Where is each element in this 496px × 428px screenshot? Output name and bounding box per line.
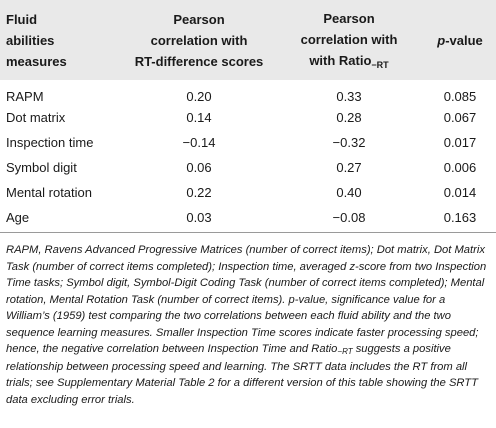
rt-diff-cell: 0.14 bbox=[186, 110, 212, 125]
header-line: Pearson bbox=[323, 10, 375, 26]
p-value-cell: 0.017 bbox=[443, 135, 477, 150]
p-value-cell: 0.085 bbox=[443, 89, 477, 104]
measure-cell: Mental rotation bbox=[6, 185, 92, 200]
rt-diff-cell: 0.22 bbox=[186, 185, 212, 200]
ratio-cell: −0.08 bbox=[332, 210, 366, 225]
header-line: correlation with bbox=[150, 32, 248, 48]
p-value-cell: 0.067 bbox=[443, 110, 477, 125]
header-fluid-abilities: Fluid abilities measures bbox=[0, 0, 124, 80]
header-ratio-subscript-text: −RT bbox=[371, 59, 389, 70]
table-row: Inspection time −0.14 −0.32 0.017 bbox=[0, 130, 496, 155]
ratio-cell: 0.33 bbox=[336, 89, 362, 104]
ratio-cell: −0.32 bbox=[332, 135, 366, 150]
table-header-row: Fluid abilities measures Pearson correla… bbox=[0, 0, 496, 80]
table-bottom-rule bbox=[0, 232, 496, 233]
measure-cell: Inspection time bbox=[6, 135, 94, 150]
ratio-cell: 0.28 bbox=[336, 110, 362, 125]
header-ratio: Pearson correlation with with Ratio−RT bbox=[274, 0, 424, 80]
footnote-text: RAPM, Ravens Advanced Progressive Matric… bbox=[6, 244, 487, 355]
header-p-suffix: -value bbox=[445, 32, 483, 48]
p-value-cell: 0.163 bbox=[443, 210, 477, 225]
table-row: RAPM 0.20 0.33 0.085 bbox=[0, 80, 496, 105]
header-line: Pearson bbox=[173, 11, 225, 27]
header-line: RT-difference scores bbox=[134, 53, 264, 69]
header-line: Fluid bbox=[6, 11, 38, 27]
table-footnote: RAPM, Ravens Advanced Progressive Matric… bbox=[6, 242, 492, 408]
table-row: Mental rotation 0.22 0.40 0.014 bbox=[0, 180, 496, 205]
header-p-letter: p bbox=[437, 32, 446, 48]
footnote-subscript: −RT bbox=[337, 347, 353, 356]
rt-diff-cell: 0.20 bbox=[186, 89, 212, 104]
measure-cell: Age bbox=[6, 210, 30, 225]
rt-diff-cell: 0.06 bbox=[186, 160, 212, 175]
ratio-cell: 0.27 bbox=[336, 160, 362, 175]
header-line: correlation with bbox=[300, 31, 398, 47]
p-value-cell: 0.014 bbox=[443, 185, 477, 200]
header-p-value: p-value bbox=[424, 0, 496, 80]
table-row: Dot matrix 0.14 0.28 0.067 bbox=[0, 105, 496, 130]
table-row: Symbol digit 0.06 0.27 0.006 bbox=[0, 155, 496, 180]
footnote-text-continued: suggests a positive relationship between… bbox=[6, 343, 478, 406]
p-value-cell: 0.006 bbox=[443, 160, 477, 175]
measure-cell: RAPM bbox=[6, 89, 44, 104]
ratio-cell: 0.40 bbox=[336, 185, 362, 200]
header-rt-difference: Pearson correlation with RT-difference s… bbox=[124, 0, 274, 80]
header-line: measures bbox=[6, 53, 67, 69]
rt-diff-cell: −0.14 bbox=[182, 135, 216, 150]
table-row: Age 0.03 −0.08 0.163 bbox=[0, 205, 496, 230]
measure-cell: Symbol digit bbox=[6, 160, 77, 175]
header-line: abilities bbox=[6, 32, 55, 48]
rt-diff-cell: 0.03 bbox=[186, 210, 212, 225]
header-line: with Ratio bbox=[309, 52, 372, 68]
header-ratio-subscript: −RT bbox=[371, 60, 388, 70]
correlation-table: Fluid abilities measures Pearson correla… bbox=[0, 0, 496, 230]
measure-cell: Dot matrix bbox=[6, 110, 66, 125]
